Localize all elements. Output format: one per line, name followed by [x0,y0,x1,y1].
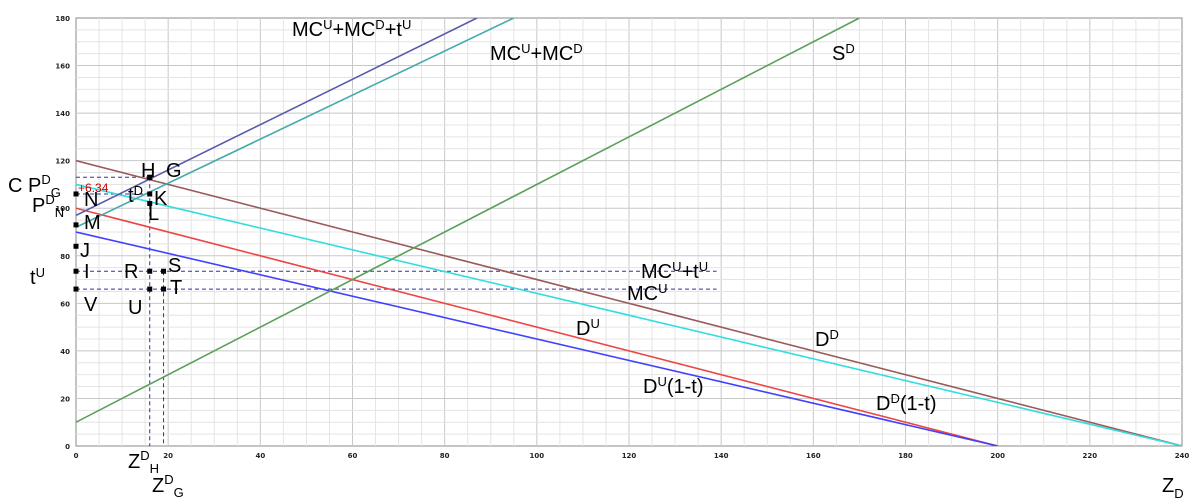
y-tick-label: 120 [55,158,70,166]
series-line-4 [76,18,860,423]
point-label-s: S [168,255,181,277]
point-h [147,174,153,180]
x-tick-label: 140 [714,452,729,460]
y-tick-label: 140 [55,110,70,118]
y-tick-label: 160 [55,63,70,71]
y-tick-label: 180 [55,15,70,23]
point-v [73,286,79,292]
point-label-i: I [84,261,90,283]
grid [76,18,1182,446]
point-label-l: L [148,203,159,225]
x-axis-label: ZD [1162,475,1184,501]
point-label-g: G [166,160,182,182]
point-label-r: R [124,261,138,283]
label-mc-sum: MCU+MCD [490,41,583,65]
x-tick-label: 180 [898,452,913,460]
label-dd-1t: DD(1-t) [876,391,937,415]
point-i [73,268,79,274]
x-tick-label: 200 [990,452,1005,460]
point-r [147,268,153,274]
y-tick-label: 20 [60,395,70,403]
series-line-3 [76,183,1182,446]
label-tu-left: tU [30,265,45,289]
x-tick-label: 100 [530,452,545,460]
series-line-6 [76,18,478,217]
points [73,174,167,292]
series-line-2 [76,231,998,446]
point-m [73,222,79,228]
point-k [147,191,153,197]
x-tick-label: 40 [255,452,265,460]
point-label-u: U [128,297,142,319]
x-tick-label: 80 [440,452,450,460]
point-s [161,268,167,274]
x-tick-label: 60 [348,452,358,460]
point-u [147,286,153,292]
y-tick-label: 60 [60,300,70,308]
point-j [73,243,79,249]
x-tick-label: 20 [163,452,173,460]
label-mc-sum-tax: MCU+MCD+tU [292,17,411,41]
y-tick-label: 80 [60,253,70,261]
point-label-m: M [84,212,101,234]
point-label-k: K [154,188,168,210]
point-label-n: N [84,189,98,211]
point-label-v: V [84,294,98,316]
point-label-j: J [80,240,90,262]
axis-ticks: 0 20 40 60 80 100 120 140 160 180 200 220 240 0 20 40 60… [55,15,1189,460]
x-tick-label: 120 [622,452,637,460]
label-du-1t: DU(1-t) [643,374,704,398]
y-tick-label: 0 [65,443,70,451]
y-tick-label: 40 [60,348,70,356]
point-t [161,286,167,292]
x-tick-label: 0 [74,452,79,460]
x-tick-label: 160 [806,452,821,460]
point-label-t: T [170,277,182,299]
series-lines [76,18,1182,446]
label-cp-value: +6.34 [78,181,109,195]
x-tick-label: 220 [1083,452,1098,460]
label-zdg: ZDG [152,472,184,500]
point-n [73,191,79,197]
series-line-0 [76,159,1182,446]
x-tick-label: 240 [1175,452,1190,460]
y-tick-label: 100 [55,205,70,213]
label-zdh: ZDH [128,448,159,476]
point-label-h: H [141,160,155,182]
point-l [147,200,153,206]
series-line-1 [76,207,998,446]
